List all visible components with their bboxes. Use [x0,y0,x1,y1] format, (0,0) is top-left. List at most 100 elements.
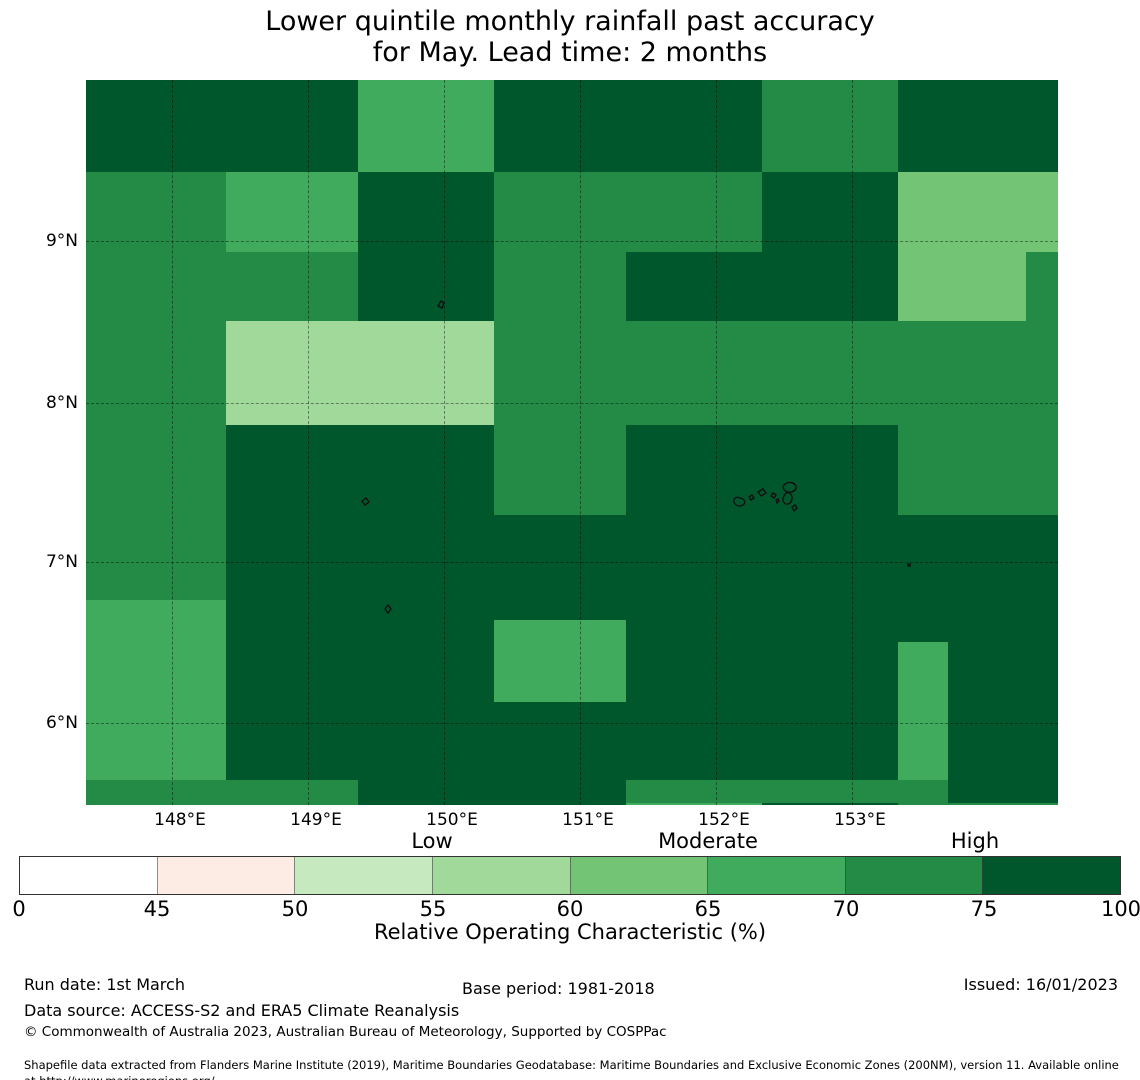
xtick-label-150e: 150°E [426,810,478,830]
heatmap-cell [948,780,1058,803]
heatmap-cell [358,780,494,803]
heatmap-cell [626,803,762,805]
heatmap-cell [86,515,226,600]
colorbar-tick-65: 65 [694,897,722,921]
xtick-label-151e: 151°E [562,810,614,830]
heatmap-cell-layer [86,80,1058,805]
xtick-label-153e: 153°E [834,810,886,830]
gridline-vertical [580,80,581,805]
colorbar-tick-0: 0 [12,897,26,921]
colorbar-segment [294,857,432,894]
heatmap-cell [898,600,1058,642]
heatmap-cell [898,172,1058,252]
heatmap-cell [494,515,626,600]
colorbar-axis-title: Relative Operating Characteristic (%) [373,920,767,944]
colorbar-gradient [19,856,1121,895]
heatmap-cell [86,80,358,172]
colorbar-tick-100: 100 [1100,897,1140,921]
heatmap-cell [898,80,1058,172]
heatmap-cell [762,80,898,172]
heatmap-cell [898,425,1058,515]
chart-title-line2: for May. Lead time: 2 months [372,37,768,68]
xtick-label-149e: 149°E [290,810,342,830]
heatmap-cell [762,803,898,805]
heatmap-cell [494,425,626,515]
footer-run-date: Run date: 1st March [24,975,185,994]
gridline-vertical [172,80,173,805]
heatmap-cell [86,642,226,780]
category-label-high: High [950,829,1000,853]
heatmap-cell [358,321,494,425]
ytick-label-6n: 6°N [45,713,78,733]
footer-shapefile-attribution: Shapefile data extracted from Flanders M… [24,1058,1119,1080]
heatmap-cell [898,515,1058,600]
heatmap-cell [626,252,898,321]
xtick-label-152e: 152°E [698,810,750,830]
heatmap-cell [86,425,226,515]
heatmap-cell [226,425,494,515]
footer-data-source: Data source: ACCESS-S2 and ERA5 Climate … [24,1001,460,1020]
colorbar-tick-55: 55 [419,897,447,921]
colorbar-segment [982,857,1120,894]
heatmap-cell [86,172,226,252]
heatmap-cell [226,642,494,780]
colorbar-segment [707,857,845,894]
gridline-vertical [308,80,309,805]
heatmap-cell [86,252,358,321]
heatmap-cell [626,425,898,515]
colorbar-segment [569,857,708,894]
gridline-vertical [852,80,853,805]
heatmap-cell [494,252,626,321]
gridline-horizontal [86,562,1058,563]
heatmap-cell [494,80,762,172]
ytick-label-9n: 9°N [45,231,78,251]
category-label-low: Low [411,829,453,853]
heatmap-cell [86,803,358,805]
heatmap-cell [626,600,898,642]
heatmap-cell [898,780,948,803]
xtick-label-148e: 148°E [154,810,206,830]
footer-copyright: © Commonwealth of Australia 2023, Austra… [24,1024,667,1040]
heatmap-cell [626,642,898,780]
footer-issued-date: Issued: 16/01/2023 [963,975,1118,994]
colorbar-segment [20,857,157,894]
heatmap-cell [494,321,898,425]
colorbar: 0 45 50 55 60 65 70 75 100 [12,856,1140,921]
chart-title-line1: Lower quintile monthly rainfall past acc… [265,6,875,37]
gridline-vertical [444,80,445,805]
heatmap-cell [898,642,948,780]
colorbar-segment [844,857,983,894]
heatmap-cell [86,321,226,425]
heatmap-cell [948,642,1058,780]
colorbar-segment [431,857,570,894]
heatmap-cell [226,515,494,600]
heatmap-cell [86,600,226,642]
heatmap-cell [898,803,1058,805]
category-label-moderate: Moderate [658,829,758,853]
gridline-horizontal [86,723,1058,724]
heatmap-cell [626,780,898,803]
heatmap-cell [494,620,626,702]
heatmap-cell [494,172,762,252]
colorbar-tick-60: 60 [556,897,584,921]
heatmap-cell [226,321,358,425]
heatmap-cell [626,515,898,600]
gridline-horizontal [86,241,1058,242]
heatmap-plot-area [86,80,1058,805]
ytick-label-8n: 8°N [45,393,78,413]
footer-base-period: Base period: 1981-2018 [462,979,655,998]
chart-title: Lower quintile monthly rainfall past acc… [0,6,1140,68]
gridline-vertical [716,80,717,805]
heatmap-cell [494,780,626,803]
colorbar-tick-45: 45 [143,897,171,921]
heatmap-cell [762,172,898,252]
heatmap-cell [226,600,494,642]
colorbar-tick-50: 50 [281,897,309,921]
gridline-horizontal [86,403,1058,404]
heatmap-cell [358,80,494,172]
ytick-label-7n: 7°N [45,552,78,572]
heatmap-cell [898,321,1058,425]
heatmap-cell [358,172,494,252]
